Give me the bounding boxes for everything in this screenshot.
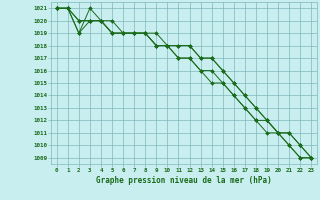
X-axis label: Graphe pression niveau de la mer (hPa): Graphe pression niveau de la mer (hPa) [96, 176, 272, 185]
